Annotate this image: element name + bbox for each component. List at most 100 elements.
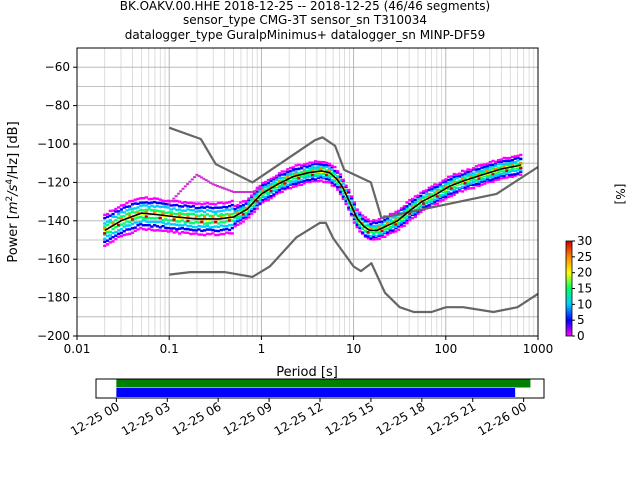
- psd-density-cell: [214, 212, 218, 216]
- psd-density-cell: [247, 198, 251, 202]
- psd-density-cell: [325, 175, 329, 178]
- psd-density-cell: [211, 226, 215, 229]
- psd-density-cell: [410, 205, 415, 208]
- psd-density-cell: [377, 224, 381, 227]
- psd-density-cell: [516, 159, 520, 162]
- psd-density-cell: [491, 164, 495, 168]
- psd-density-cell: [130, 231, 135, 234]
- psd-density-cell: [516, 162, 520, 166]
- psd-density-cell: [491, 175, 495, 179]
- psd-density-cell: [424, 195, 429, 198]
- psd-density-cell: [502, 172, 506, 175]
- psd-density-cell: [460, 173, 465, 176]
- psd-density-cell: [108, 241, 112, 244]
- psd-density-cell: [153, 224, 157, 227]
- psd-density-cell: [472, 183, 476, 187]
- psd-density-cell: [347, 206, 351, 209]
- psd-density-cell: [413, 195, 417, 198]
- psd-density-cell: [178, 205, 182, 208]
- psd-density-cell: [272, 183, 276, 186]
- psd-density-cell: [230, 219, 234, 222]
- psd-density-cell: [460, 175, 465, 179]
- psd-density-cell: [336, 185, 340, 189]
- psd-density-cell: [386, 233, 390, 236]
- psd-density-cell: [469, 182, 473, 185]
- psd-density-cell: [458, 174, 462, 178]
- psd-density-cell: [194, 229, 198, 232]
- psd-density-cell: [405, 205, 409, 208]
- psd-density-cell: [122, 225, 126, 228]
- psd-density-cell: [283, 182, 287, 185]
- psd-outlier-cell: [243, 191, 247, 193]
- psd-density-cell: [103, 213, 107, 217]
- psd-density-cell: [202, 233, 207, 237]
- psd-density-cell: [474, 168, 478, 171]
- psd-density-cell: [197, 214, 201, 218]
- psd-density-cell: [166, 230, 171, 233]
- psd-density-cell: [510, 163, 515, 167]
- psd-density-cell: [355, 215, 359, 218]
- psd-density-cell: [341, 197, 345, 200]
- psd-density-cell: [125, 212, 129, 216]
- psd-density-cell: [499, 166, 503, 169]
- psd-density-cell: [477, 170, 481, 173]
- psd-density-cell: [394, 210, 398, 214]
- psd-density-cell: [214, 203, 218, 206]
- psd-density-cell: [386, 227, 390, 230]
- psd-density-cell: [435, 195, 440, 198]
- psd-density-cell: [441, 194, 445, 197]
- psd-density-cell: [283, 185, 287, 188]
- psd-density-cell: [128, 224, 132, 227]
- psd-density-cell: [416, 212, 420, 215]
- psd-density-cell: [153, 229, 157, 232]
- psd-density-cell: [172, 218, 176, 221]
- psd-density-cell: [300, 164, 304, 167]
- psd-density-cell: [472, 178, 476, 181]
- psd-density-cell: [344, 184, 348, 187]
- psd-density-cell: [494, 160, 498, 163]
- psd-density-cell: [408, 218, 412, 222]
- psd-density-cell: [147, 205, 151, 209]
- psd-density-cell: [510, 167, 515, 170]
- psd-density-cell: [103, 222, 107, 225]
- psd-density-cell: [108, 234, 112, 237]
- psd-density-cell: [111, 212, 115, 216]
- psd-density-cell: [172, 204, 176, 207]
- psd-density-cell: [319, 167, 323, 171]
- psd-density-cell: [374, 225, 379, 228]
- psd-density-cell: [119, 210, 123, 214]
- psd-density-cell: [502, 170, 506, 173]
- psd-density-cell: [466, 181, 470, 184]
- psd-density-cell: [502, 176, 506, 180]
- psd-density-cell: [480, 183, 484, 186]
- psd-density-cell: [216, 229, 221, 233]
- psd-density-cell: [197, 210, 201, 213]
- psd-density-cell: [136, 206, 140, 209]
- psd-density-cell: [280, 170, 284, 173]
- psd-density-cell: [119, 223, 123, 226]
- psd-density-cell: [205, 228, 209, 231]
- psd-density-cell: [219, 215, 223, 218]
- psd-density-cell: [294, 184, 298, 188]
- y-tick-label: −140: [37, 214, 70, 228]
- psd-density-cell: [505, 176, 509, 179]
- psd-density-cell: [178, 220, 182, 223]
- psd-density-cell: [416, 197, 420, 200]
- psd-density-cell: [214, 225, 218, 228]
- psd-density-cell: [291, 180, 295, 183]
- psd-density-cell: [255, 192, 259, 196]
- psd-density-cell: [114, 210, 118, 213]
- psd-density-cell: [261, 189, 265, 193]
- psd-density-cell: [130, 199, 135, 203]
- psd-density-cell: [277, 174, 282, 177]
- psd-density-cell: [275, 181, 279, 185]
- psd-density-cell: [202, 210, 207, 214]
- psd-density-cell: [252, 204, 257, 208]
- psd-density-cell: [391, 229, 395, 232]
- psd-density-cell: [200, 225, 204, 228]
- psd-density-cell: [435, 183, 440, 186]
- psd-density-cell: [205, 224, 209, 228]
- psd-density-cell: [297, 176, 301, 180]
- psd-density-cell: [183, 223, 187, 226]
- psd-density-cell: [402, 221, 406, 224]
